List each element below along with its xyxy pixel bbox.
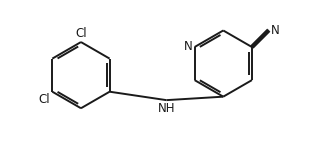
Text: Cl: Cl — [75, 27, 87, 40]
Text: NH: NH — [158, 102, 175, 115]
Text: N: N — [271, 24, 280, 37]
Text: N: N — [184, 40, 193, 52]
Text: Cl: Cl — [38, 93, 50, 106]
